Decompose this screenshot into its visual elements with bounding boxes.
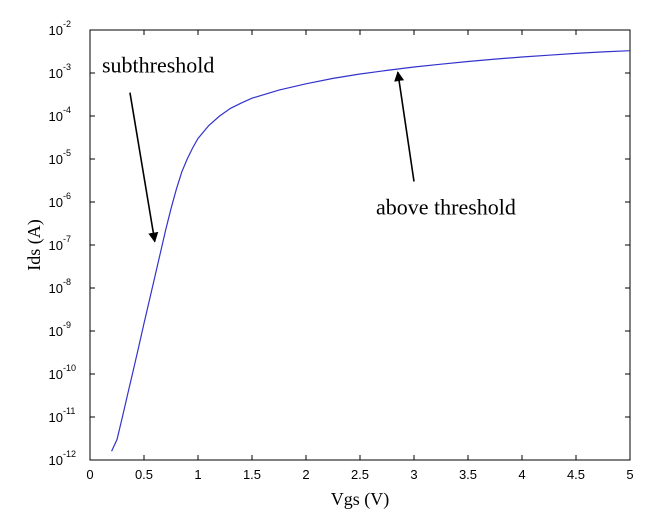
y-tick-base: 10 [49,324,63,339]
y-tick-exponent: -3 [63,62,71,72]
y-tick-exponent: -10 [63,363,76,373]
x-axis-title: Vgs (V) [331,489,390,510]
y-tick-exponent: -12 [63,449,76,459]
y-tick-base: 10 [49,195,63,210]
y-tick-base: 10 [49,453,63,468]
y-tick-base: 10 [49,367,63,382]
series-line-0 [111,50,631,452]
annotation-arrow [129,92,159,243]
x-tick-label: 0 [86,467,93,482]
x-tick-label: 1 [194,467,201,482]
y-tick-exponent: -4 [63,105,71,115]
y-tick-exponent: -11 [63,406,75,416]
y-tick-base: 10 [49,152,63,167]
y-tick-exponent: -8 [63,277,71,287]
y-tick-base: 10 [49,23,63,38]
y-tick-base: 10 [49,238,63,253]
y-tick-exponent: -2 [63,19,71,29]
y-tick-exponent: -5 [63,148,71,158]
x-tick-label: 1.5 [243,467,261,482]
x-tick-label: 2.5 [351,467,369,482]
x-tick-label: 5 [626,467,633,482]
y-tick-base: 10 [49,109,63,124]
annotation-label: subthreshold [102,53,214,78]
x-tick-label: 3.5 [459,467,477,482]
x-tick-label: 3 [410,467,417,482]
x-tick-label: 0.5 [135,467,153,482]
y-tick-base: 10 [49,281,63,296]
x-tick-label: 4 [518,467,525,482]
series-layer [111,50,631,452]
x-tick-label: 4.5 [567,467,585,482]
plot-frame [89,29,631,461]
annotation-label: above threshold [376,194,516,219]
y-tick-base: 10 [49,410,63,425]
y-tick-exponent: -6 [63,191,71,201]
annotation-layer: subthreshold above threshold [102,53,516,243]
annotation-arrow [394,71,415,182]
y-tick-exponent: -7 [63,234,71,244]
y-axis-title: Ids (A) [24,219,45,271]
x-axis-ticks: 0 0.5 1 1.5 2 2.5 3 3.5 4 4.5 5 [86,30,634,482]
y-tick-base: 10 [49,66,63,81]
y-tick-exponent: -9 [63,320,71,330]
x-tick-label: 2 [302,467,309,482]
